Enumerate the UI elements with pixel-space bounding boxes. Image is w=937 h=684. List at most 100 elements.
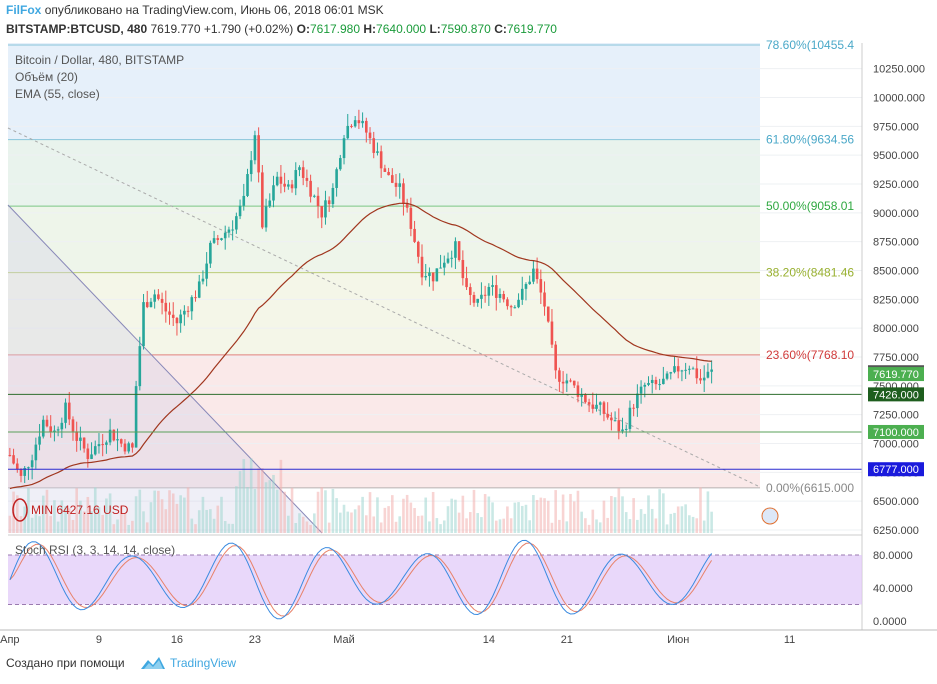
candle[interactable] (164, 302, 168, 312)
candle[interactable] (595, 404, 598, 409)
candle[interactable] (702, 377, 706, 381)
candle[interactable] (19, 469, 23, 476)
candle[interactable] (602, 402, 606, 414)
candle[interactable] (502, 293, 505, 300)
candle[interactable] (624, 428, 628, 430)
candle[interactable] (101, 444, 104, 446)
candle[interactable] (38, 436, 41, 445)
candle[interactable] (517, 299, 520, 308)
candle[interactable] (220, 238, 223, 240)
candle[interactable] (90, 454, 93, 459)
candle[interactable] (476, 298, 479, 303)
ema-line[interactable] (9, 202, 712, 490)
candle[interactable] (506, 299, 509, 307)
candle[interactable] (676, 366, 680, 372)
candle[interactable] (305, 177, 309, 181)
candle[interactable] (71, 419, 75, 432)
candle[interactable] (179, 314, 182, 324)
candle[interactable] (480, 294, 483, 299)
candle[interactable] (190, 297, 194, 312)
candle[interactable] (86, 448, 90, 459)
candle[interactable] (108, 429, 112, 443)
candle[interactable] (238, 205, 242, 217)
tradingview-logo-icon[interactable] (140, 654, 166, 672)
candle[interactable] (450, 257, 454, 259)
candle[interactable] (454, 241, 457, 258)
candle[interactable] (379, 151, 383, 169)
candle[interactable] (665, 373, 669, 379)
candle[interactable] (394, 182, 398, 187)
candle[interactable] (123, 443, 127, 452)
candle[interactable] (465, 278, 468, 288)
candle[interactable] (49, 426, 52, 432)
candle[interactable] (209, 242, 212, 264)
candle[interactable] (346, 125, 350, 139)
candle[interactable] (15, 463, 19, 470)
candle[interactable] (610, 417, 613, 421)
candle[interactable] (391, 175, 394, 183)
candle[interactable] (223, 232, 227, 239)
candle[interactable] (246, 174, 249, 196)
candle[interactable] (498, 293, 502, 298)
candle[interactable] (691, 368, 695, 370)
candle[interactable] (543, 292, 546, 307)
candle[interactable] (279, 176, 283, 184)
volume-legend[interactable]: Объём (20) (15, 70, 78, 84)
candle[interactable] (487, 286, 491, 296)
candle[interactable] (621, 429, 624, 432)
candle[interactable] (528, 281, 531, 285)
candle[interactable] (153, 294, 156, 302)
candle[interactable] (134, 386, 138, 448)
candle[interactable] (688, 368, 691, 370)
candle[interactable] (461, 259, 465, 279)
candle[interactable] (591, 404, 595, 409)
candle[interactable] (416, 241, 420, 257)
candle[interactable] (301, 167, 305, 178)
candle[interactable] (632, 407, 635, 409)
stoch-rsi-legend[interactable]: Stoch RSI (3, 3, 14, 14, close) (15, 543, 176, 557)
candle[interactable] (168, 311, 171, 315)
candle[interactable] (339, 158, 342, 170)
candle[interactable] (662, 378, 665, 385)
candle[interactable] (699, 378, 702, 381)
candle[interactable] (53, 430, 56, 432)
candle[interactable] (201, 278, 205, 282)
candle[interactable] (643, 384, 647, 387)
candle[interactable] (27, 467, 30, 469)
candle[interactable] (227, 229, 231, 233)
candle[interactable] (598, 402, 602, 405)
candle[interactable] (335, 169, 338, 188)
candle[interactable] (431, 272, 435, 282)
candle[interactable] (368, 132, 372, 139)
candle[interactable] (613, 420, 617, 422)
candle[interactable] (253, 135, 257, 161)
candle[interactable] (268, 200, 272, 207)
candle[interactable] (93, 446, 97, 455)
candle[interactable] (446, 258, 450, 263)
candle[interactable] (327, 200, 331, 205)
candle[interactable] (572, 380, 576, 386)
candle[interactable] (157, 294, 160, 299)
candle[interactable] (145, 302, 149, 308)
candle[interactable] (483, 294, 487, 296)
candle[interactable] (357, 120, 361, 124)
candle[interactable] (242, 195, 246, 206)
candle[interactable] (112, 429, 116, 441)
candle[interactable] (127, 443, 130, 452)
candle[interactable] (383, 168, 387, 172)
candle[interactable] (97, 444, 101, 447)
candle[interactable] (491, 285, 494, 287)
candle[interactable] (342, 138, 346, 159)
candle[interactable] (398, 183, 402, 187)
candle[interactable] (186, 310, 190, 312)
stoch-d-line[interactable] (9, 542, 713, 617)
candle[interactable] (650, 379, 654, 384)
candle[interactable] (249, 160, 253, 175)
candle[interactable] (171, 314, 175, 318)
candle[interactable] (287, 184, 290, 187)
candle[interactable] (8, 455, 12, 457)
candle[interactable] (197, 281, 201, 298)
candle[interactable] (45, 419, 49, 427)
candle[interactable] (647, 383, 650, 385)
candle[interactable] (41, 419, 45, 437)
